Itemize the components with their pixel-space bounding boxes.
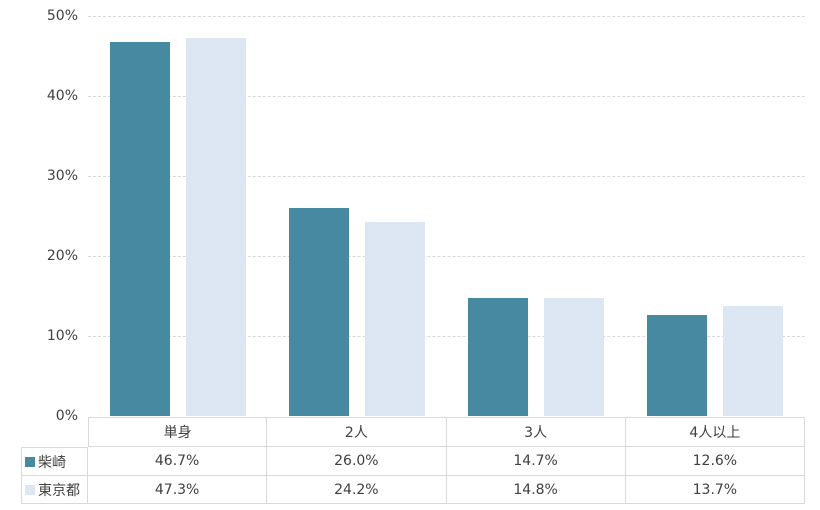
legend-cell-series1: 東京都 [21, 476, 88, 504]
table-header-cell: 単身 [88, 417, 268, 447]
bar-series0-cat2 [468, 298, 529, 416]
table-value-cell-s0-c3: 12.6% [625, 447, 805, 476]
gridline [88, 256, 805, 257]
bar-series1-cat2 [544, 297, 605, 416]
y-axis-label: 20% [46, 248, 78, 264]
table-header-cell: 4人以上 [625, 417, 805, 447]
table-value-cell-s1-c2: 14.8% [446, 476, 626, 504]
gridline [88, 176, 805, 177]
table-header-cell: 3人 [446, 417, 626, 447]
table-value-cell-s1-c3: 13.7% [625, 476, 805, 504]
bar-series1-cat0 [185, 37, 246, 416]
gridline [88, 96, 805, 97]
legend-label-series0: 柴崎 [38, 454, 66, 471]
table-value-cell-s1-c0: 47.3% [88, 476, 268, 504]
y-axis-label: 50% [46, 8, 78, 24]
table-header-cell: 2人 [267, 417, 447, 447]
y-axis-label: 30% [46, 168, 78, 184]
y-axis-label: 10% [46, 328, 78, 344]
table-value-cell-s1-c1: 24.2% [267, 476, 447, 504]
gridline [88, 16, 805, 17]
legend-label-series1: 東京都 [38, 482, 80, 499]
table-value-cell-s0-c0: 46.7% [88, 447, 268, 476]
bar-series0-cat3 [647, 315, 708, 416]
legend-cell-series0: 柴崎 [21, 447, 88, 476]
bar-series1-cat3 [723, 306, 784, 416]
legend-swatch-series1 [25, 484, 35, 495]
gridline [88, 336, 805, 337]
table-value-cell-s0-c2: 14.7% [446, 447, 626, 476]
bar-series0-cat0 [109, 42, 170, 416]
bar-series1-cat1 [364, 222, 425, 416]
table-value-cell-s0-c1: 26.0% [267, 447, 447, 476]
bar-series0-cat1 [288, 208, 349, 416]
y-axis-label: 0% [55, 408, 78, 424]
legend-swatch-series0 [25, 456, 35, 467]
y-axis-label: 40% [46, 88, 78, 104]
